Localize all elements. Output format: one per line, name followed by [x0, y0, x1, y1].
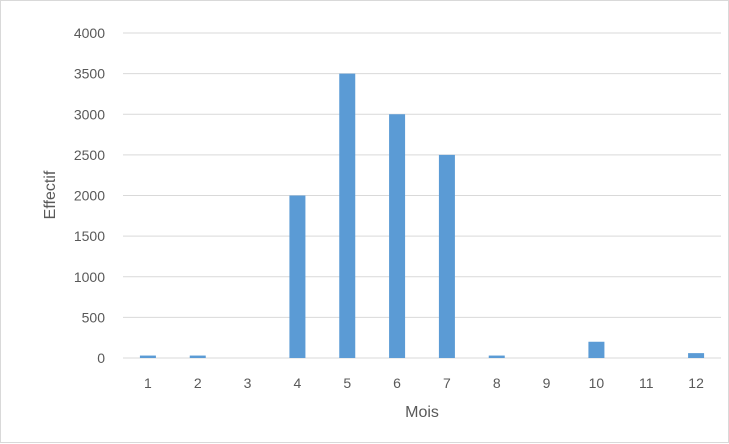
bar-7: [438, 154, 455, 358]
x-tick-label: 7: [443, 375, 451, 391]
y-tick-label: 500: [82, 309, 106, 325]
x-tick-labels: 1 2 3 4 5 6 7 8 9 10 11 12: [144, 375, 704, 391]
y-tick-label: 1000: [74, 269, 105, 285]
y-tick-label: 4000: [74, 25, 105, 41]
x-tick-label: 3: [244, 375, 252, 391]
x-tick-label: 9: [543, 375, 551, 391]
x-tick-label: 6: [393, 375, 401, 391]
bar-10: [588, 341, 605, 358]
gridlines: [123, 32, 721, 359]
bar-4: [289, 195, 306, 358]
x-axis-title: Mois: [405, 404, 439, 421]
y-tick-labels: 0 500 1000 1500 2000 2500 3000 3500 4000: [74, 25, 105, 366]
bar-12: [688, 353, 705, 358]
y-tick-label: 2500: [74, 147, 105, 163]
bar-5: [339, 73, 356, 358]
y-tick-label: 1500: [74, 228, 105, 244]
x-tick-label: 10: [589, 375, 605, 391]
bars: [139, 73, 705, 358]
x-tick-label: 11: [639, 375, 654, 391]
y-tick-label: 0: [97, 350, 105, 366]
y-tick-label: 3000: [74, 106, 105, 122]
x-tick-label: 4: [294, 375, 302, 391]
bar-6: [389, 114, 406, 358]
x-tick-label: 12: [688, 375, 704, 391]
x-tick-label: 1: [144, 375, 152, 391]
x-tick-label: 8: [493, 375, 501, 391]
bar-1: [139, 355, 156, 358]
bar-2: [189, 355, 206, 358]
x-tick-label: 2: [194, 375, 202, 391]
bar-8: [488, 355, 505, 358]
y-axis-title: Effectif: [42, 170, 59, 219]
y-tick-label: 2000: [74, 188, 105, 204]
x-tick-label: 5: [343, 375, 351, 391]
y-tick-label: 3500: [74, 66, 105, 82]
